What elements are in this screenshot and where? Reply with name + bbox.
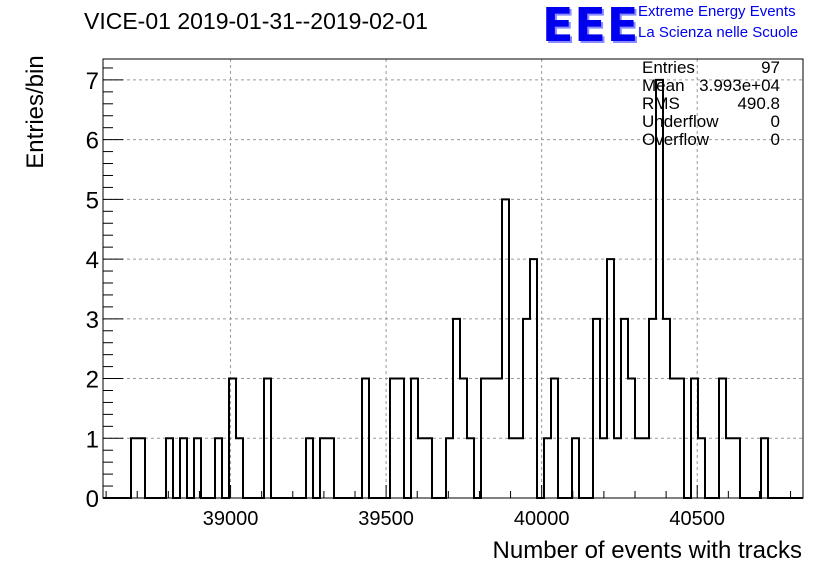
histogram-bin [236, 438, 243, 498]
histogram-bin [572, 438, 579, 498]
x-tick-label: 40000 [514, 508, 570, 530]
stat-label: Underflow [642, 112, 719, 131]
histogram-bin [600, 438, 607, 498]
plot-frame [102, 58, 804, 499]
histogram-bin [621, 319, 628, 498]
histogram-bin [628, 379, 635, 498]
histogram-bin [397, 379, 404, 498]
histogram-bin [467, 438, 474, 498]
stat-label: Entries [642, 58, 695, 77]
histogram-bin [530, 259, 537, 498]
y-axis-label: Entries/bin [22, 55, 49, 169]
y-tick-label: 6 [86, 128, 99, 155]
stat-value: 97 [761, 58, 780, 77]
histogram-bin [593, 319, 600, 498]
x-axis-label: Number of events with tracks [492, 537, 802, 564]
histogram-bin [138, 438, 145, 498]
stats-box: Entries 97 Mean 3.993e+04 RMS 490.8 Unde… [642, 59, 780, 149]
histogram-bin [663, 319, 670, 498]
histogram-bin [418, 438, 425, 498]
histogram-bin [481, 379, 488, 498]
stat-value: 3.993e+04 [699, 76, 780, 95]
histogram-bin [390, 379, 397, 498]
histogram-bin [614, 438, 621, 498]
histogram-bin [509, 438, 516, 498]
histogram-bin [670, 379, 677, 498]
histogram-bin [502, 199, 509, 498]
y-tick-label: 7 [86, 68, 99, 95]
histogram-bin [166, 438, 173, 498]
histogram-bin [761, 438, 768, 498]
histogram-bin [677, 379, 684, 498]
histogram-bin [460, 379, 467, 498]
y-tick-label: 2 [86, 367, 99, 394]
stat-row-mean: Mean 3.993e+04 [642, 77, 780, 95]
histogram-bin [411, 379, 418, 498]
histogram-bin [642, 438, 649, 498]
histogram-bin [446, 438, 453, 498]
stat-value: 490.8 [737, 94, 780, 113]
stat-row-rms: RMS 490.8 [642, 95, 780, 113]
x-tick-label: 40500 [669, 508, 725, 530]
histogram-bin [229, 379, 236, 498]
stat-row-overflow: Overflow 0 [642, 131, 780, 149]
stat-label: Overflow [642, 130, 710, 149]
histogram-bin [488, 379, 495, 498]
histogram-bin [635, 438, 642, 498]
histogram-bin [425, 438, 432, 498]
histogram-bin [649, 319, 656, 498]
histogram-bin [698, 438, 705, 498]
histogram-bin [264, 379, 271, 498]
histogram-bin [551, 379, 558, 498]
histogram-bin [320, 438, 327, 498]
stat-row-underflow: Underflow 0 [642, 113, 780, 131]
eee-logo: EEE [542, 0, 640, 52]
x-tick-label: 39000 [203, 508, 259, 530]
histogram-bin [327, 438, 334, 498]
histogram-bin [194, 438, 201, 498]
histogram-bin [453, 319, 460, 498]
histogram-bin [726, 438, 733, 498]
y-tick-label: 4 [86, 247, 99, 274]
histogram-bin [544, 438, 551, 498]
logo-line-1: Extreme Energy Events [638, 3, 796, 20]
stat-label: RMS [642, 94, 680, 113]
histogram-bin [523, 319, 530, 498]
y-tick-label: 3 [86, 307, 99, 334]
histogram-bin [719, 379, 726, 498]
histogram-bin [306, 438, 313, 498]
histogram-bin [495, 379, 502, 498]
histogram-bin [691, 379, 698, 498]
stat-value: 0 [770, 130, 780, 149]
histogram-bin [131, 438, 138, 498]
y-tick-label: 1 [86, 426, 99, 453]
histogram-bin [516, 438, 523, 498]
histogram-bin [733, 438, 740, 498]
logo-line-2: La Scienza nelle Scuole [638, 24, 799, 41]
stat-label: Mean [642, 76, 685, 95]
histogram-bin [215, 438, 222, 498]
histogram-bin [180, 438, 187, 498]
histogram-bin [607, 259, 614, 498]
y-tick-label: 0 [86, 486, 99, 513]
stat-row-entries: Entries 97 [642, 59, 780, 77]
stat-value: 0 [770, 112, 780, 131]
histogram-bin [362, 379, 369, 498]
x-tick-label: 39500 [358, 508, 414, 530]
chart-title: VICE-01 2019-01-31--2019-02-01 [84, 8, 428, 34]
y-tick-label: 5 [86, 187, 99, 214]
